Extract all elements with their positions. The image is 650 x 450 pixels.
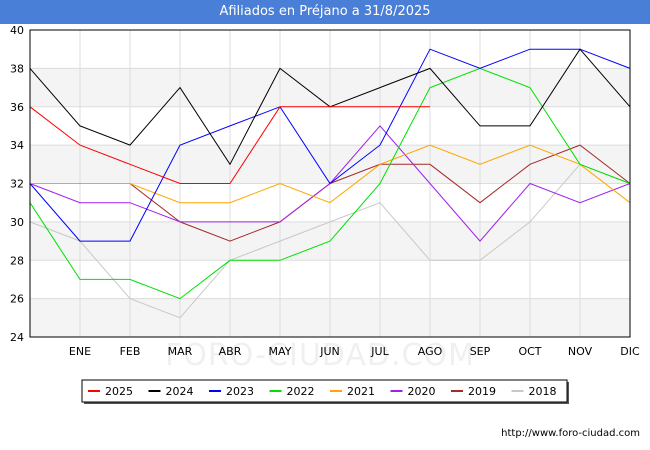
x-tick-label: JUN [319, 345, 340, 358]
y-tick-label: 40 [10, 24, 24, 37]
x-tick-label: AGO [418, 345, 443, 358]
legend-item-2020: 2020 [390, 385, 436, 398]
series-lines [29, 48, 631, 319]
y-tick-label: 30 [10, 216, 24, 229]
x-tick-label: ENE [69, 345, 91, 358]
legend-item-2025: 2025 [88, 385, 133, 398]
series-line-2021 [30, 144, 631, 204]
x-tick-label: ABR [219, 345, 242, 358]
y-tick-label: 38 [10, 62, 24, 75]
x-tick-label: NOV [568, 345, 593, 358]
series-line-2018 [29, 163, 631, 319]
x-axis-ticks: ENE FEB MAR ABR MAY JUN JUL AGO SEP OCT NOV DIC [69, 345, 640, 358]
y-axis-ticks: 24 26 28 30 32 34 36 38 40 [10, 24, 24, 344]
legend-box [81, 379, 568, 403]
source-url[interactable]: http://www.foro-ciudad.com [501, 428, 640, 439]
x-tick-label: JUL [370, 345, 389, 358]
legend-label: 2018 [529, 385, 557, 398]
legend-label: 2025 [105, 385, 133, 398]
x-tick-label: SEP [470, 345, 491, 358]
watermark: FORO-CIUDAD.COM [165, 338, 475, 373]
y-tick-label: 28 [10, 254, 24, 267]
series-line-2022 [29, 67, 631, 300]
x-tick-label: FEB [120, 345, 141, 358]
legend-label: 2019 [468, 385, 496, 398]
legend-item-2019: 2019 [451, 385, 496, 398]
plot-frame [29, 29, 631, 338]
y-tick-label: 26 [10, 293, 24, 306]
legend-label: 2023 [226, 385, 254, 398]
legend-label: 2020 [408, 385, 436, 398]
y-tick-label: 34 [10, 139, 24, 152]
y-tick-label: 36 [10, 101, 24, 114]
series-line-2023 [29, 48, 631, 242]
legend-item-2022: 2022 [269, 385, 315, 398]
legend-item-2018: 2018 [511, 385, 557, 398]
x-tick-label: MAY [269, 345, 292, 358]
x-tick-label: DIC [620, 345, 640, 358]
x-tick-label: OCT [518, 345, 541, 358]
y-tick-label: 24 [10, 331, 24, 344]
x-tick-label: MAR [168, 345, 193, 358]
y-tick-label: 32 [10, 178, 24, 191]
series-line-2025 [29, 106, 430, 184]
legend-item-2023: 2023 [209, 385, 254, 398]
legend-item-2024: 2024 [148, 385, 194, 398]
legend-item-2021: 2021 [330, 385, 375, 398]
legend: 2025 2024 2023 2022 2021 2020 2019 2018 [81, 379, 569, 404]
legend-label: 2024 [166, 385, 194, 398]
chart-title: Afiliados en Préjano a 31/8/2025 [0, 0, 650, 24]
legend-label: 2021 [347, 385, 375, 398]
legend-label: 2022 [287, 385, 315, 398]
